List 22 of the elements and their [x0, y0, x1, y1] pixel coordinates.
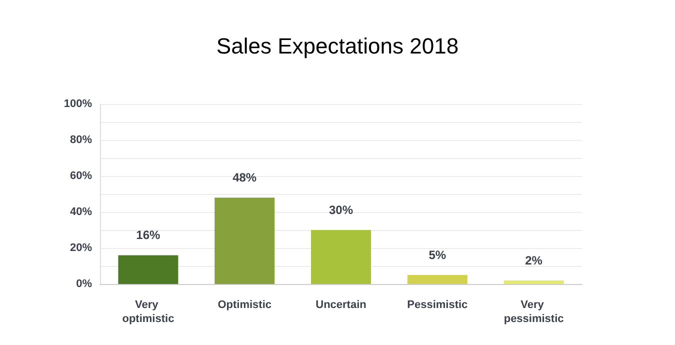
x-tick-label: Very optimistic: [122, 299, 174, 325]
bar: [214, 198, 275, 284]
data-label: 30%: [328, 203, 354, 217]
bar: [504, 280, 564, 284]
x-tick-label: Optimistic: [218, 299, 272, 311]
data-label: 2%: [525, 253, 543, 268]
x-tick-label: Very pessimistic: [504, 299, 564, 325]
bar: [118, 255, 178, 284]
y-tick-label: 20%: [70, 242, 92, 254]
y-tick-label: 40%: [70, 206, 92, 218]
chart-title: Sales Expectations 2018: [216, 34, 459, 58]
y-tick-label: 80%: [70, 134, 92, 146]
data-label: 5%: [428, 248, 446, 262]
x-tick-label: Uncertain: [316, 299, 367, 311]
y-tick-label: 0%: [76, 278, 92, 290]
data-label: 16%: [136, 228, 161, 242]
bar: [407, 275, 468, 284]
x-tick-label: Pessimistic: [407, 299, 468, 311]
bar: [311, 230, 371, 284]
y-tick-label: 60%: [70, 170, 92, 182]
data-label: 48%: [232, 170, 257, 185]
y-tick-label: 100%: [64, 98, 92, 110]
